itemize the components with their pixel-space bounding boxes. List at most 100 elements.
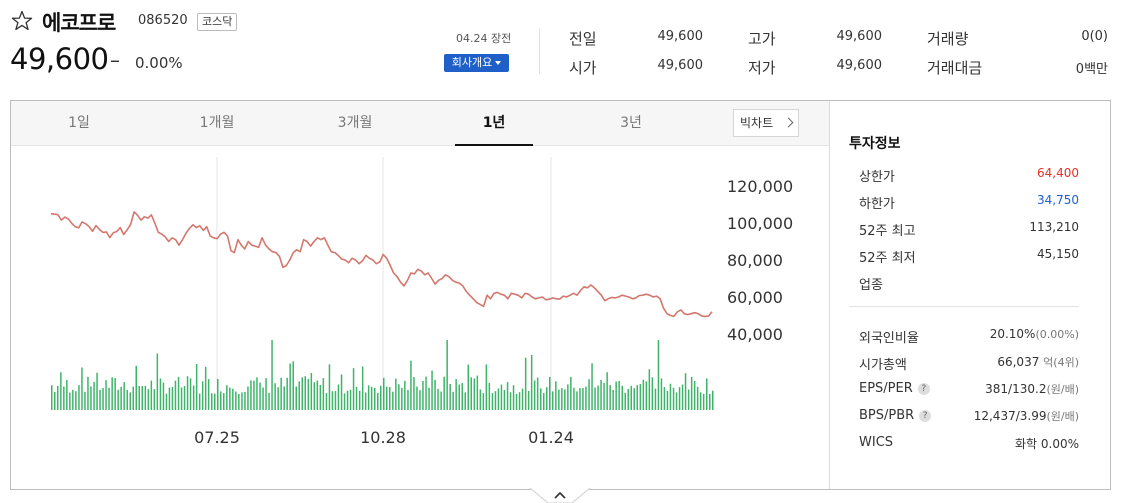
stock-name: 에코프로 xyxy=(42,11,116,35)
volume-bar xyxy=(645,381,648,410)
eps-per-label-text: EPS/PER xyxy=(859,381,913,396)
volume-bar xyxy=(401,387,403,410)
volume-bar xyxy=(699,392,702,410)
volume-bar xyxy=(96,372,98,410)
market-badge: 코스닥 xyxy=(197,13,238,31)
current-price: 49,600 xyxy=(10,42,109,76)
invest-info-title: 투자정보 xyxy=(849,136,901,152)
tab-3month[interactable]: 3개월 xyxy=(337,115,373,131)
volume-bar xyxy=(669,383,672,410)
volume-bar xyxy=(549,376,551,410)
volume-bar xyxy=(60,372,62,410)
volume-bar xyxy=(214,393,216,410)
upper-limit-label: 상한가 xyxy=(859,170,895,185)
volume-bar xyxy=(467,364,469,410)
volume-bar xyxy=(428,387,430,410)
volume-bar xyxy=(555,381,557,410)
week52-low-value: 45,150 xyxy=(1037,247,1079,261)
price-chart: 120,000 100,000 80,000 60,000 40,000 07.25 10.… xyxy=(50,157,793,447)
volume-bar xyxy=(244,392,246,410)
x-tick-label: 10.28 xyxy=(360,428,406,447)
volume-bar xyxy=(241,392,243,410)
tab-1year[interactable]: 1년 xyxy=(455,101,533,146)
volume-bar xyxy=(413,377,415,410)
bps-pbr-label: BPS/PBR? xyxy=(859,408,932,423)
big-chart-button[interactable]: 빅차트 xyxy=(733,109,799,137)
volume-bar xyxy=(386,386,388,410)
volume-bar xyxy=(322,378,325,410)
volume-bar xyxy=(274,383,276,410)
volume-bar xyxy=(54,391,56,410)
volume-bar xyxy=(63,386,65,410)
help-icon[interactable]: ? xyxy=(917,383,930,395)
foreign-ratio-label: 외국인비율 xyxy=(859,331,919,346)
volume-label: 거래량 xyxy=(927,30,969,48)
volume-bar xyxy=(377,392,379,410)
favorite-star-icon[interactable] xyxy=(10,9,34,33)
volume-bar xyxy=(144,385,147,410)
volume-bar xyxy=(132,386,134,410)
volume-bar xyxy=(570,377,572,410)
volume-bar xyxy=(585,386,587,410)
volume-value: 0(0) xyxy=(1081,29,1108,44)
volume-bar xyxy=(458,384,460,410)
wics-label: WICS xyxy=(859,435,894,450)
eps-per-value: 381/130.2(원/배) xyxy=(985,381,1079,397)
volume-bar xyxy=(177,376,180,410)
volume-bar xyxy=(334,391,337,410)
volume-bar xyxy=(512,385,515,410)
volume-bar xyxy=(527,391,530,410)
volume-bar xyxy=(543,392,545,410)
volume-bar xyxy=(657,340,660,410)
volume-bar xyxy=(150,380,153,410)
volume-bar xyxy=(295,386,297,410)
volume-bar xyxy=(220,391,222,410)
volume-bar xyxy=(99,389,101,410)
volume-bar xyxy=(229,387,231,410)
volume-bar xyxy=(307,379,310,410)
volume-bar xyxy=(123,382,125,410)
x-tick-label: 01.24 xyxy=(528,428,574,447)
volume-bar xyxy=(651,377,654,410)
volume-bar xyxy=(153,389,156,410)
volume-bar xyxy=(597,385,599,410)
volume-bar xyxy=(84,391,86,410)
market-cap-sub: 억(4위) xyxy=(1043,356,1079,369)
volume-bar xyxy=(265,378,267,410)
sector-label: 업종 xyxy=(859,278,883,293)
volume-bar xyxy=(183,386,186,410)
collapse-toggle[interactable] xyxy=(530,488,590,503)
volume-bar xyxy=(654,388,657,410)
volume-bar xyxy=(298,381,300,410)
volume-bar xyxy=(380,385,382,410)
volume-bar xyxy=(618,380,620,410)
volume-bar xyxy=(404,380,406,410)
volume-bar xyxy=(217,379,219,410)
big-chart-button-label: 빅차트 xyxy=(740,116,774,130)
help-icon[interactable]: ? xyxy=(919,410,932,422)
volume-bar xyxy=(331,391,334,410)
tab-3year[interactable]: 3년 xyxy=(620,115,642,131)
volume-bar xyxy=(256,377,258,410)
volume-bar xyxy=(455,379,457,410)
volume-bar xyxy=(186,376,189,410)
volume-bar xyxy=(482,393,485,410)
volume-bar xyxy=(337,384,340,410)
volume-bar xyxy=(712,390,714,410)
volume-bar xyxy=(162,382,165,410)
volume-bar xyxy=(624,392,626,410)
volume-bar xyxy=(515,393,518,410)
volume-bar xyxy=(440,391,442,410)
company-info-button[interactable]: 회사개요 xyxy=(444,54,509,72)
tab-1month[interactable]: 1개월 xyxy=(199,115,235,131)
volume-bar xyxy=(313,382,316,410)
volume-bar xyxy=(449,384,451,410)
volume-bar xyxy=(78,385,80,410)
tab-1day[interactable]: 1일 xyxy=(68,115,90,131)
volume-bar xyxy=(180,387,183,410)
volume-bar xyxy=(192,385,195,410)
volume-bar xyxy=(500,384,503,410)
volume-bar xyxy=(627,388,629,410)
market-cap-main: 66,037 xyxy=(997,355,1040,369)
volume-bar xyxy=(69,392,71,410)
